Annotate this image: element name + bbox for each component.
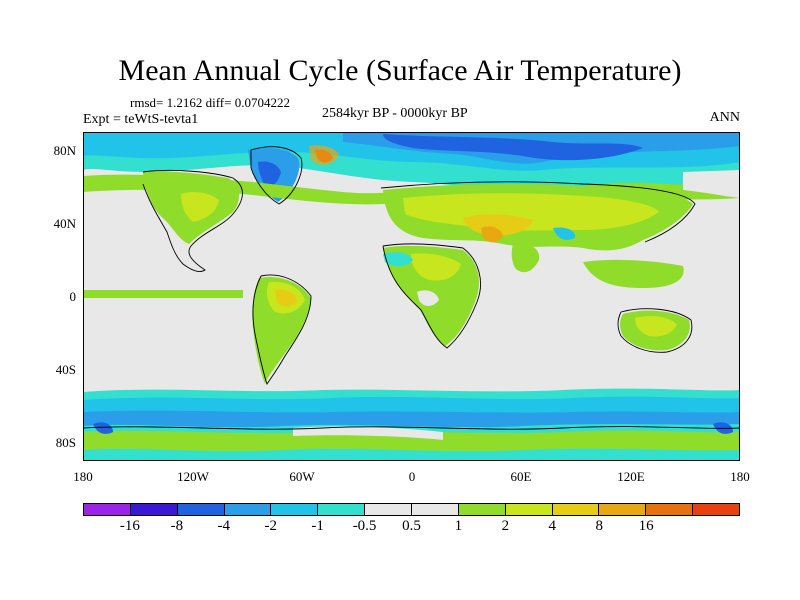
antarctica-white: [293, 426, 443, 440]
colorbar-label: -16: [119, 518, 140, 534]
colorbar-box: [457, 503, 506, 516]
equatorial-strip: [83, 290, 243, 298]
colorbar-box: [317, 503, 366, 516]
colorbar-box: [83, 503, 131, 516]
colorbar-box: [645, 503, 694, 516]
colorbar-box: [598, 503, 647, 516]
antarctica-green: [83, 430, 740, 452]
lon-label-180w: 180: [73, 469, 93, 484]
greenland-dark: [258, 161, 281, 188]
lon-label-60w: 60W: [289, 469, 315, 484]
period-label: 2584kyr BP - 0000kyr BP: [322, 106, 468, 121]
colorbar-box: [223, 503, 272, 516]
congo-white: [417, 290, 439, 306]
colorbar-box: [176, 503, 225, 516]
middle-east-orange: [481, 226, 503, 243]
colorbar-label: -1: [311, 518, 324, 534]
africa-yellow: [411, 253, 461, 281]
lon-label-120e: 120E: [617, 469, 645, 484]
colorbar-label: 16: [638, 518, 654, 534]
lat-label-0: 0: [69, 289, 77, 304]
sahara-cyan: [383, 252, 413, 267]
siberia-dark-blue: [383, 134, 643, 161]
pacific-white: [683, 170, 740, 198]
plot-title: Mean Annual Cycle (Surface Air Temperatu…: [118, 54, 682, 87]
lon-label-180e: 180: [730, 469, 750, 484]
colorbar-box: [129, 503, 178, 516]
lat-label-80s: 80S: [55, 435, 76, 450]
lon-label-60e: 60E: [510, 469, 532, 484]
temperature-map: [83, 132, 740, 461]
colorbar-label: 1: [454, 518, 463, 534]
weddell-blue: [93, 422, 113, 434]
season-label: ANN: [709, 110, 740, 125]
tibet-blue: [553, 227, 576, 240]
colorbar-label: -0.5: [352, 518, 377, 534]
stats-text: rmsd= 1.2162 diff= 0.0704222: [130, 95, 290, 110]
india-green: [511, 243, 540, 273]
colorbar: [83, 503, 741, 516]
colorbar-label: -8: [170, 518, 184, 534]
amazon-gold: [275, 289, 297, 307]
colorbar-label: 2: [501, 518, 510, 534]
coastlines: [83, 146, 740, 430]
colorbar-label: 4: [548, 518, 557, 534]
colorbar-label: 0.5: [402, 518, 421, 534]
colorbar-box: [504, 503, 553, 516]
colorbar-label: 8: [595, 518, 603, 534]
colorbar-box: [692, 503, 741, 516]
colorbar-box: [551, 503, 600, 516]
experiment-label: Expt = teWtS-tevta1: [83, 112, 199, 127]
colorbar-box: [270, 503, 319, 516]
north-america-yellow: [181, 192, 219, 222]
lon-label-120w: 120W: [177, 469, 209, 484]
southern-blue: [83, 410, 740, 428]
lat-label-80n: 80N: [53, 143, 76, 158]
lat-label-40n: 40N: [53, 216, 76, 231]
colorbar-label: -2: [264, 518, 277, 534]
map-frame: [83, 132, 740, 461]
colorbar-label: -4: [217, 518, 231, 534]
colorbar-box: [411, 503, 459, 516]
central-asia-gold: [463, 214, 533, 236]
colorbar-box: [364, 503, 413, 516]
lon-label-0: 0: [408, 469, 416, 484]
lat-label-40s: 40S: [55, 362, 76, 377]
barents-orange: [309, 145, 339, 165]
australia-yellow: [635, 316, 677, 337]
indonesia-green: [583, 259, 684, 288]
